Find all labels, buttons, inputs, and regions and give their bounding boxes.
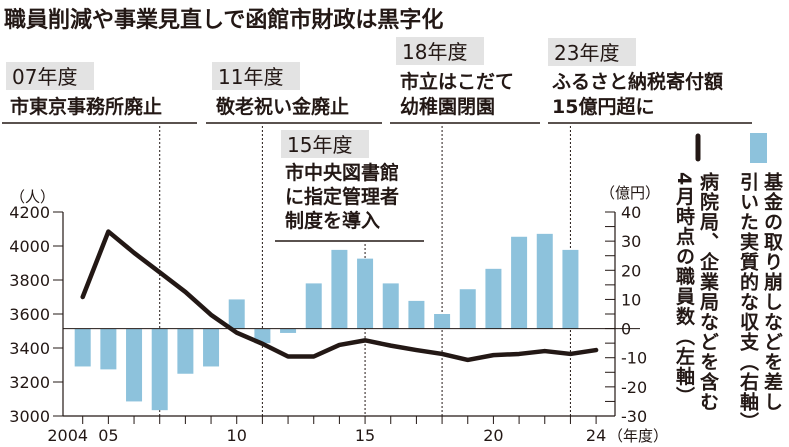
chart-title: 職員削減や事業見直しで函館市財政は黒字化: [4, 7, 443, 33]
bar-balance-2023: [562, 249, 579, 329]
right-tick-label: -20: [621, 378, 647, 397]
right-tick-label: 30: [621, 232, 641, 251]
legend-line-line2: 4月時点の職員数（左軸）: [673, 172, 695, 407]
x-tick-label: 10: [227, 426, 247, 445]
bar-balance-2006: [126, 328, 143, 402]
bar-balance-2010: [228, 299, 245, 329]
bar-balance-2012: [280, 328, 297, 333]
annotation-text: に指定管理者: [285, 185, 399, 208]
legend-bar-swatch: [750, 133, 767, 163]
bar-balance-2011: [254, 328, 271, 344]
bar-balance-2018: [434, 314, 451, 329]
annotation-text: 敬老祝い金廃止: [215, 95, 349, 118]
legend-bar-text: 基金の取り崩しなどを差し 引いた実質的な収支（右軸）: [736, 172, 784, 432]
annotation-year: 07年度: [12, 65, 77, 89]
bar-balance-2008: [177, 328, 194, 374]
bar-balance-2017: [408, 300, 425, 329]
left-tick-label: 3600: [9, 305, 50, 324]
right-tick-label: 10: [621, 290, 641, 309]
left-tick-label: 3400: [9, 339, 50, 358]
bar-balance-2020: [485, 268, 502, 329]
bar-balance-2019: [459, 289, 476, 329]
left-tick-label: 3000: [9, 407, 50, 426]
bar-balance-2013: [305, 283, 322, 329]
x-tick-label: 20: [483, 426, 503, 445]
left-tick-label: 3200: [9, 373, 50, 392]
right-tick-label: 20: [621, 261, 641, 280]
right-tick-label: 40: [621, 203, 641, 222]
bar-balance-2021: [511, 236, 528, 329]
x-axis-unit: （年度）: [608, 427, 668, 445]
annotation-text: 15億円超に: [552, 95, 654, 118]
annotation-year: 18年度: [402, 40, 467, 64]
bar-balance-2007: [151, 328, 168, 411]
bar-balance-2004: [74, 328, 91, 367]
left-tick-label: 4000: [9, 237, 50, 256]
annotation-year: 23年度: [554, 41, 619, 65]
annotation-label-bg: [396, 37, 484, 65]
legend-line-line1: 病院局、企業局などを含む: [697, 172, 719, 412]
left-tick-label: 3800: [9, 271, 50, 290]
right-tick-label: -10: [621, 349, 647, 368]
annotation-label-bg: [548, 38, 636, 66]
left-axis-unit: （人）: [10, 188, 55, 206]
annotation-label-bg: [281, 130, 369, 158]
x-tick-label: 24: [586, 426, 606, 445]
annotation-text: ふるさと納税寄付額: [552, 70, 723, 93]
bar-balance-2005: [100, 328, 117, 370]
annotation-label-bg: [212, 62, 300, 90]
annotation-text: 市中央図書館: [285, 161, 399, 184]
annotation-year: 15年度: [287, 133, 352, 157]
annotation-label-bg: [6, 62, 94, 90]
annotation-year: 11年度: [218, 65, 283, 89]
annotation-text: 幼稚園閉園: [400, 95, 495, 118]
bar-balance-2015: [357, 258, 374, 329]
right-tick-label: 0: [621, 320, 631, 339]
legend-bar-line1: 基金の取り崩しなどを差し: [761, 172, 783, 412]
annotation-text: 市東京事務所廃止: [10, 95, 162, 118]
x-tick-label: 05: [98, 426, 118, 445]
left-tick-label: 4200: [9, 203, 50, 222]
annotation-text: 制度を導入: [285, 209, 380, 232]
x-tick-label: 2004: [47, 426, 88, 445]
legend-bar-line2: 引いた実質的な収支（右軸）: [737, 172, 759, 432]
bar-balance-2022: [536, 233, 553, 329]
right-axis-unit: （億円）: [600, 184, 660, 202]
bar-balance-2009: [203, 328, 220, 367]
bar-balance-2014: [331, 249, 348, 329]
legend-line-text: 病院局、企業局などを含む 4月時点の職員数（左軸）: [672, 172, 720, 412]
x-tick-label: 15: [355, 426, 375, 445]
right-tick-label: -30: [621, 407, 647, 426]
bar-balance-2016: [382, 283, 399, 329]
annotation-text: 市立はこだて: [400, 70, 514, 93]
